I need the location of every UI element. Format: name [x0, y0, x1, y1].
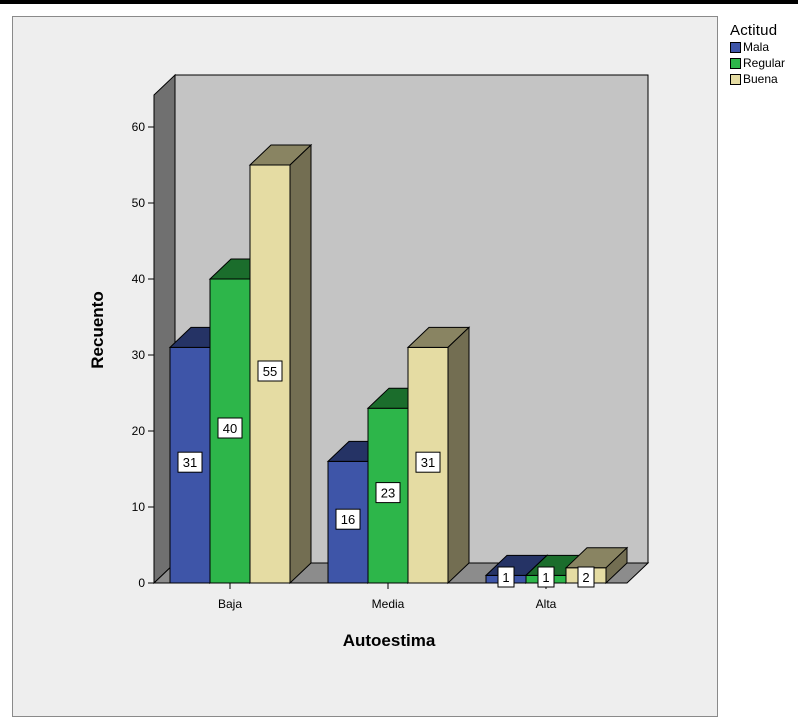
data-label-box	[177, 451, 203, 473]
data-label: 31	[421, 455, 435, 470]
data-label-box	[257, 360, 283, 382]
data-label-box	[577, 566, 595, 588]
bar	[248, 143, 313, 585]
y-tick-label: 30	[132, 348, 146, 362]
data-label: 40	[223, 421, 237, 436]
bars-group	[168, 143, 629, 585]
x-tick-label: Media	[372, 597, 405, 611]
bar-side	[447, 326, 470, 585]
y-tick-label: 50	[132, 196, 146, 210]
data-label: 55	[263, 364, 277, 379]
data-label-box	[537, 566, 555, 588]
data-label-box	[497, 566, 515, 588]
y-tick-label: 0	[138, 576, 145, 590]
legend-label: Mala	[743, 40, 770, 54]
bar-front	[327, 460, 369, 584]
legend-label: Regular	[743, 56, 786, 70]
legend-swatch	[730, 41, 741, 53]
bar-side	[605, 546, 628, 585]
legend-swatch	[730, 57, 741, 69]
legend-item: Mala	[730, 39, 798, 55]
legend-items: Mala Regular Buena	[730, 39, 798, 87]
top-rule	[0, 0, 798, 4]
legend: Actitud Mala Regular Buena	[730, 22, 798, 87]
data-label: 16	[341, 512, 355, 527]
legend-item: Regular	[730, 55, 798, 71]
y-tick-label: 40	[132, 272, 146, 286]
data-label: 23	[381, 486, 395, 501]
legend-swatch	[730, 73, 741, 85]
data-label-box	[375, 482, 401, 504]
x-tick-label: Alta	[536, 597, 557, 611]
data-label-box	[335, 508, 361, 530]
legend-label: Buena	[743, 72, 778, 86]
y-tick-label: 10	[132, 500, 146, 514]
legend-item: Buena	[730, 71, 798, 87]
y-tick-label: 60	[132, 120, 146, 134]
data-label: 1	[502, 570, 509, 585]
data-label: 1	[542, 570, 549, 585]
y-axis-title: Recuento	[88, 291, 107, 368]
bar-side	[289, 143, 312, 585]
y-axis: 0 10 20 30 40 50 60 Baja Media Alta	[132, 95, 557, 611]
legend-title: Actitud	[730, 22, 778, 39]
y-tick-label: 20	[132, 424, 146, 438]
x-tick-label: Baja	[218, 597, 242, 611]
data-label: 31	[183, 455, 197, 470]
data-label: 2	[582, 570, 589, 585]
data-label-box	[415, 451, 441, 473]
data-label-box	[217, 417, 243, 439]
bar	[406, 326, 471, 585]
data-labels-group: 31 40 55 16 23 31 1 1 2	[177, 360, 595, 588]
x-axis-title: Autoestima	[343, 631, 436, 650]
